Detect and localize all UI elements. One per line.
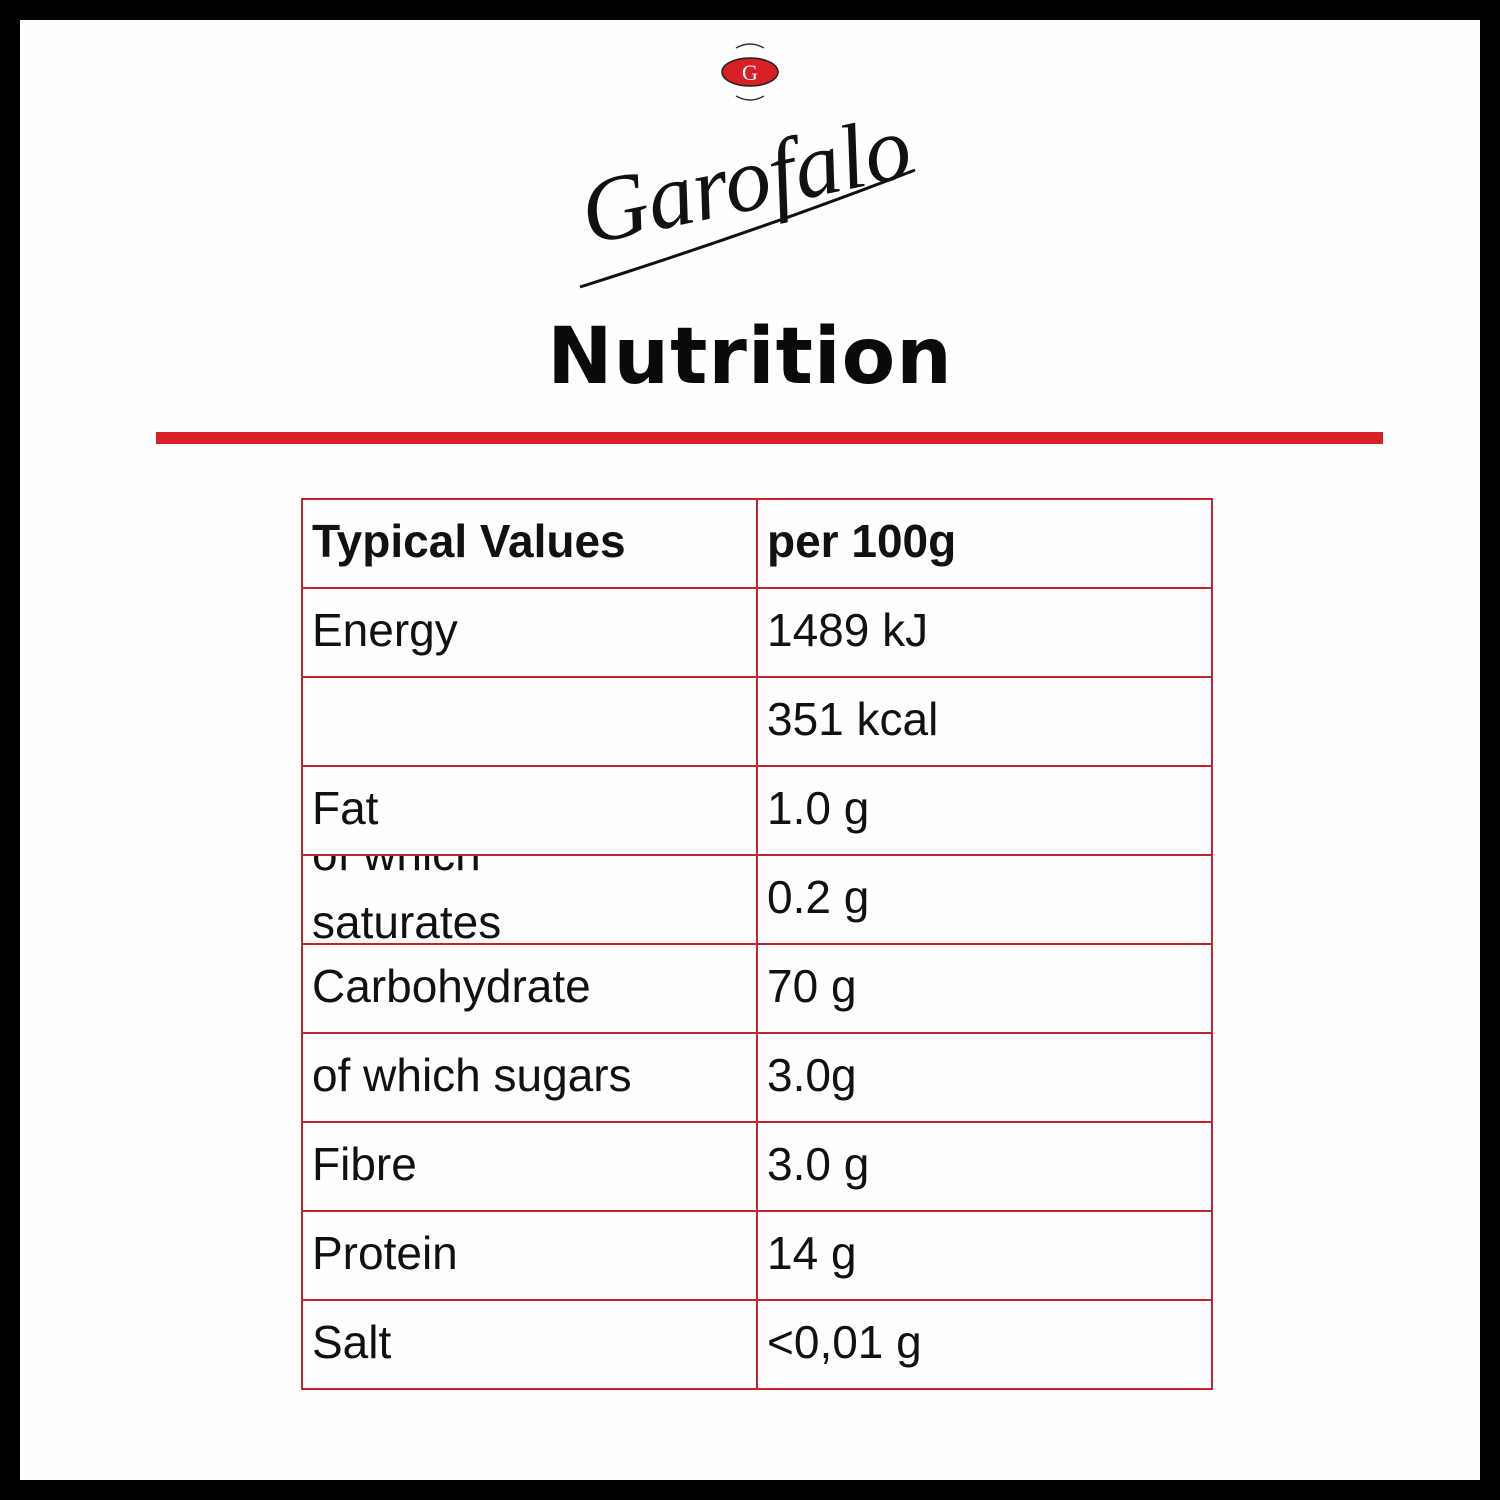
- nutrient-label: Protein: [312, 1227, 458, 1279]
- nutrient-value: <0,01 g: [767, 1316, 922, 1368]
- nutrient-value: 3.0 g: [767, 1138, 870, 1190]
- table-row: Protein 14 g: [301, 1210, 1213, 1301]
- nutrient-value: 1489 kJ: [767, 604, 929, 656]
- table-row: 351 kcal: [301, 676, 1213, 767]
- nutrient-value: 0.2 g: [767, 871, 870, 923]
- table-row: Energy 1489 kJ: [301, 587, 1213, 678]
- nutrient-label: Energy: [312, 604, 458, 656]
- nutrient-label: Fat: [312, 782, 379, 834]
- nutrient-label: Fibre: [312, 1138, 417, 1190]
- nutrient-value: 3.0g: [767, 1049, 857, 1101]
- g-emblem-icon: G: [721, 43, 779, 101]
- nutrient-label: Salt: [312, 1316, 392, 1368]
- nutrient-value: 1.0 g: [767, 782, 870, 834]
- nutrient-value: 14 g: [767, 1227, 857, 1279]
- table-row: Fat 1.0 g: [301, 765, 1213, 856]
- table-row: of which sugars 3.0g: [301, 1032, 1213, 1123]
- garofalo-logo: G Garofalo: [572, 43, 920, 289]
- page-title: Nutrition: [547, 312, 953, 402]
- nutrient-value: 70 g: [767, 960, 857, 1012]
- nutrient-value: 351 kcal: [767, 693, 939, 745]
- table-row: of which saturates 0.2 g: [301, 854, 1213, 945]
- table-row: Carbohydrate 70 g: [301, 943, 1213, 1034]
- nutrient-label: Carbohydrate: [312, 960, 591, 1012]
- table-row: Fibre 3.0 g: [301, 1121, 1213, 1212]
- svg-text:Garofalo: Garofalo: [572, 95, 920, 264]
- table-row: Salt <0,01 g: [301, 1299, 1213, 1390]
- nutrition-table: Typical Values per 100g Energy 1489 kJ 35…: [301, 498, 1213, 1390]
- table-header-row: Typical Values per 100g: [301, 498, 1213, 589]
- nutrient-label: of which saturates: [312, 857, 502, 944]
- header-typical-values: Typical Values: [312, 515, 626, 567]
- header-per-100g: per 100g: [767, 515, 957, 567]
- svg-text:G: G: [742, 60, 758, 85]
- divider: [156, 432, 1383, 444]
- nutrient-label: of which sugars: [312, 1049, 632, 1101]
